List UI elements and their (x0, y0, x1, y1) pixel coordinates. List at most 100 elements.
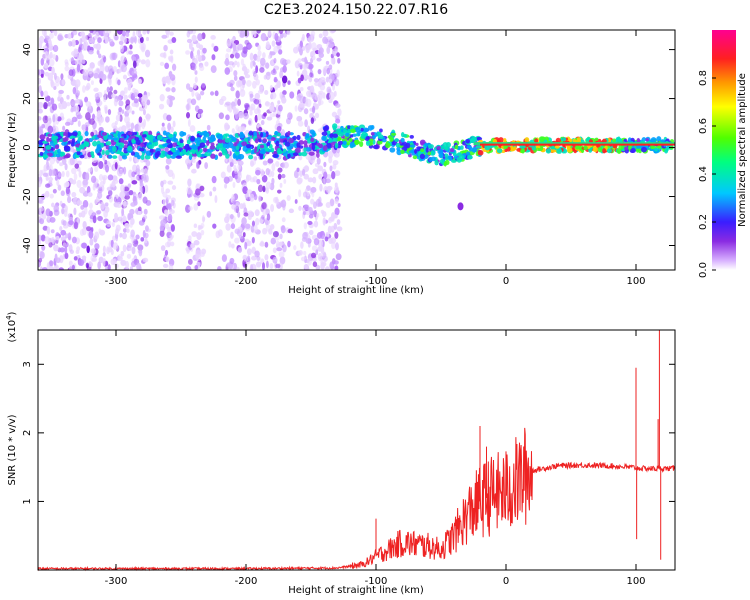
signal-cell (549, 149, 557, 153)
noise-cell (103, 89, 107, 98)
noise-cell (109, 52, 116, 61)
signal-cell (210, 138, 215, 142)
signal-cell (554, 145, 560, 149)
noise-cell (313, 238, 320, 246)
signal-cell (534, 138, 539, 144)
noise-cell (335, 242, 339, 251)
noise-cell (303, 222, 308, 230)
noise-cell (98, 228, 102, 234)
noise-cell (325, 178, 331, 184)
noise-cell (265, 100, 270, 106)
noise-cell (237, 211, 241, 218)
noise-cell (317, 82, 322, 88)
signal-cell (450, 159, 457, 163)
noise-cell (190, 98, 197, 106)
noise-cell (259, 57, 266, 67)
noise-cell (103, 104, 108, 111)
noise-cell (142, 196, 148, 204)
noise-cell (98, 174, 104, 181)
noise-cell (249, 264, 254, 270)
noise-cell (73, 173, 78, 181)
noise-cell (88, 230, 94, 239)
noise-cell (59, 247, 65, 253)
signal-cell (62, 137, 68, 143)
noise-cell (308, 213, 314, 219)
noise-cell (311, 105, 316, 114)
noise-cell (286, 59, 291, 64)
colorbar-tick-label: 0.6 (698, 118, 709, 134)
noise-cell (125, 260, 130, 270)
signal-cell (154, 140, 159, 147)
signal-cell (342, 144, 348, 149)
noise-cell (64, 205, 68, 213)
noise-cell (136, 262, 142, 270)
noise-cell (236, 61, 240, 68)
noise-cell (254, 92, 261, 100)
noise-cell (118, 178, 124, 185)
noise-cell (87, 167, 93, 173)
noise-cell (168, 209, 175, 215)
noise-cell (185, 50, 191, 55)
noise-cell (48, 265, 55, 270)
noise-cell (133, 200, 138, 206)
noise-cell (61, 100, 68, 110)
noise-cell (316, 152, 320, 158)
noise-cell (197, 224, 201, 231)
noise-cell (58, 103, 62, 108)
noise-cell (168, 56, 173, 62)
signal-cell (172, 142, 177, 148)
signal-cell (606, 148, 613, 154)
signal-cell (200, 153, 206, 158)
noise-cell (244, 192, 249, 199)
noise-cell (110, 249, 114, 256)
signal-cell (550, 145, 555, 150)
noise-cell (298, 205, 302, 211)
noise-cell (326, 86, 332, 94)
noise-cell (237, 246, 243, 253)
noise-cell (98, 70, 104, 79)
noise-cell (170, 241, 175, 247)
signal-cell (444, 159, 450, 166)
noise-cell (38, 116, 42, 121)
noise-cell (334, 207, 340, 216)
noise-cell (97, 191, 103, 199)
noise-cell (264, 62, 270, 69)
noise-cell (243, 70, 248, 76)
noise-cell (314, 94, 321, 101)
noise-cell (314, 112, 320, 119)
noise-cell (201, 248, 207, 255)
noise-cell (307, 220, 313, 226)
signal-cell (583, 145, 588, 151)
noise-cell (280, 57, 286, 65)
signal-cell (101, 131, 108, 136)
noise-cell (257, 113, 262, 121)
noise-cell (281, 217, 286, 223)
noise-cell (283, 179, 287, 184)
noise-cell (193, 240, 200, 246)
noise-cell (194, 70, 198, 75)
signal-cell (85, 141, 90, 147)
signal-cell (63, 132, 69, 137)
signal-cell (305, 147, 312, 152)
noise-cell (169, 96, 176, 101)
colorbar-ticks: 0.0 0.2 0.4 0.6 0.8 (698, 70, 716, 278)
noise-cell (280, 225, 286, 234)
noise-cell (255, 169, 261, 176)
noise-cell (251, 255, 257, 261)
signal-cell (615, 136, 620, 143)
noise-cell (120, 259, 127, 267)
noise-cell (48, 59, 55, 67)
noise-cell (238, 172, 242, 179)
signal-cell (202, 147, 208, 153)
noise-cell (307, 257, 312, 266)
noise-cell (187, 178, 192, 187)
noise-cell (218, 112, 225, 120)
spectrogram-y-label: Frequency (Hz) (7, 112, 18, 188)
x-tick-label: 0 (503, 576, 509, 587)
noise-cell (158, 215, 165, 220)
noise-cell (162, 263, 169, 269)
noise-cell (93, 87, 99, 92)
noise-cell (293, 245, 297, 251)
signal-cell (262, 138, 268, 143)
noise-cell (137, 210, 142, 215)
